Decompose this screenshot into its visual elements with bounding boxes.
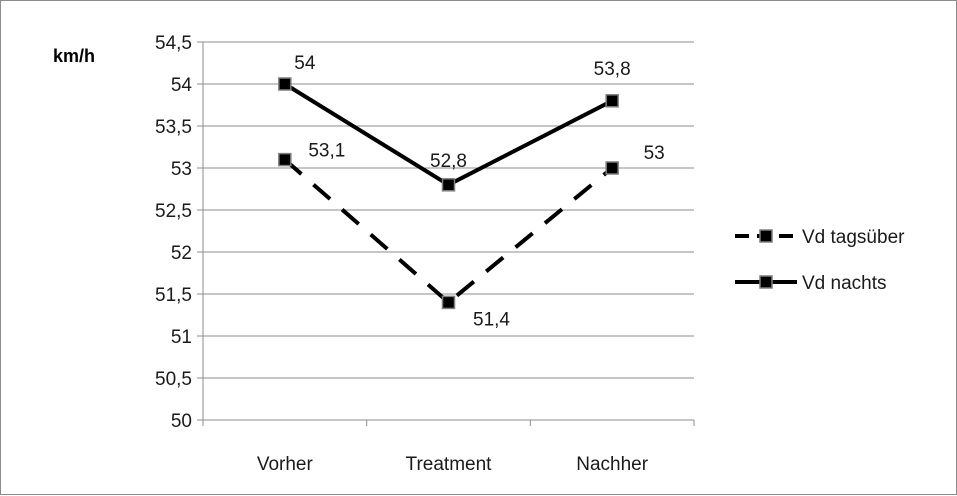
y-tick-label: 52,5 [155, 201, 192, 222]
data-point-marker [278, 152, 292, 167]
data-point-marker [441, 178, 456, 192]
x-tick-label: Treatment [406, 454, 493, 475]
gridlines [203, 41, 694, 379]
series-lines [278, 77, 619, 310]
data-point-marker [605, 94, 619, 108]
legend: Vd tagsüber Vd nachts [735, 227, 905, 294]
data-point-marker [441, 295, 456, 310]
y-tick-label: 50 [171, 411, 192, 432]
x-tick-label: Vorher [257, 454, 314, 475]
data-point-marker [278, 77, 292, 91]
y-tick-label: 54 [171, 75, 193, 96]
legend-marker [759, 275, 773, 289]
axes: 50 50,5 51 51,5 52 52,5 53 53,5 54 54,5 Vorher Trea… [155, 33, 695, 475]
data-point-marker [605, 161, 619, 175]
x-tick-label: Nachher [576, 454, 648, 475]
data-label: 54 [294, 53, 316, 74]
y-tick-label: 51 [171, 327, 192, 348]
data-label: 53,1 [308, 141, 345, 162]
data-labels: 53,1 51,4 53 54 52,8 53,8 [294, 53, 664, 330]
legend-marker [759, 229, 773, 243]
y-tick-label: 53 [171, 159, 192, 180]
legend-label: Vd nachts [802, 273, 887, 294]
y-tick-label: 53,5 [155, 117, 192, 138]
series-line-vd-tagsueber [283, 158, 614, 306]
y-tick-label: 52 [171, 243, 192, 264]
legend-label: Vd tagsüber [802, 227, 905, 248]
data-label: 53,8 [594, 59, 631, 80]
y-tick-label: 50,5 [155, 369, 192, 390]
y-axis-unit-label: km/h [53, 46, 95, 66]
data-label: 51,4 [473, 309, 510, 330]
data-label: 53 [644, 143, 665, 164]
data-label: 52,8 [430, 151, 467, 172]
y-tick-label: 54,5 [155, 33, 192, 54]
y-tick-label: 51,5 [155, 285, 192, 306]
